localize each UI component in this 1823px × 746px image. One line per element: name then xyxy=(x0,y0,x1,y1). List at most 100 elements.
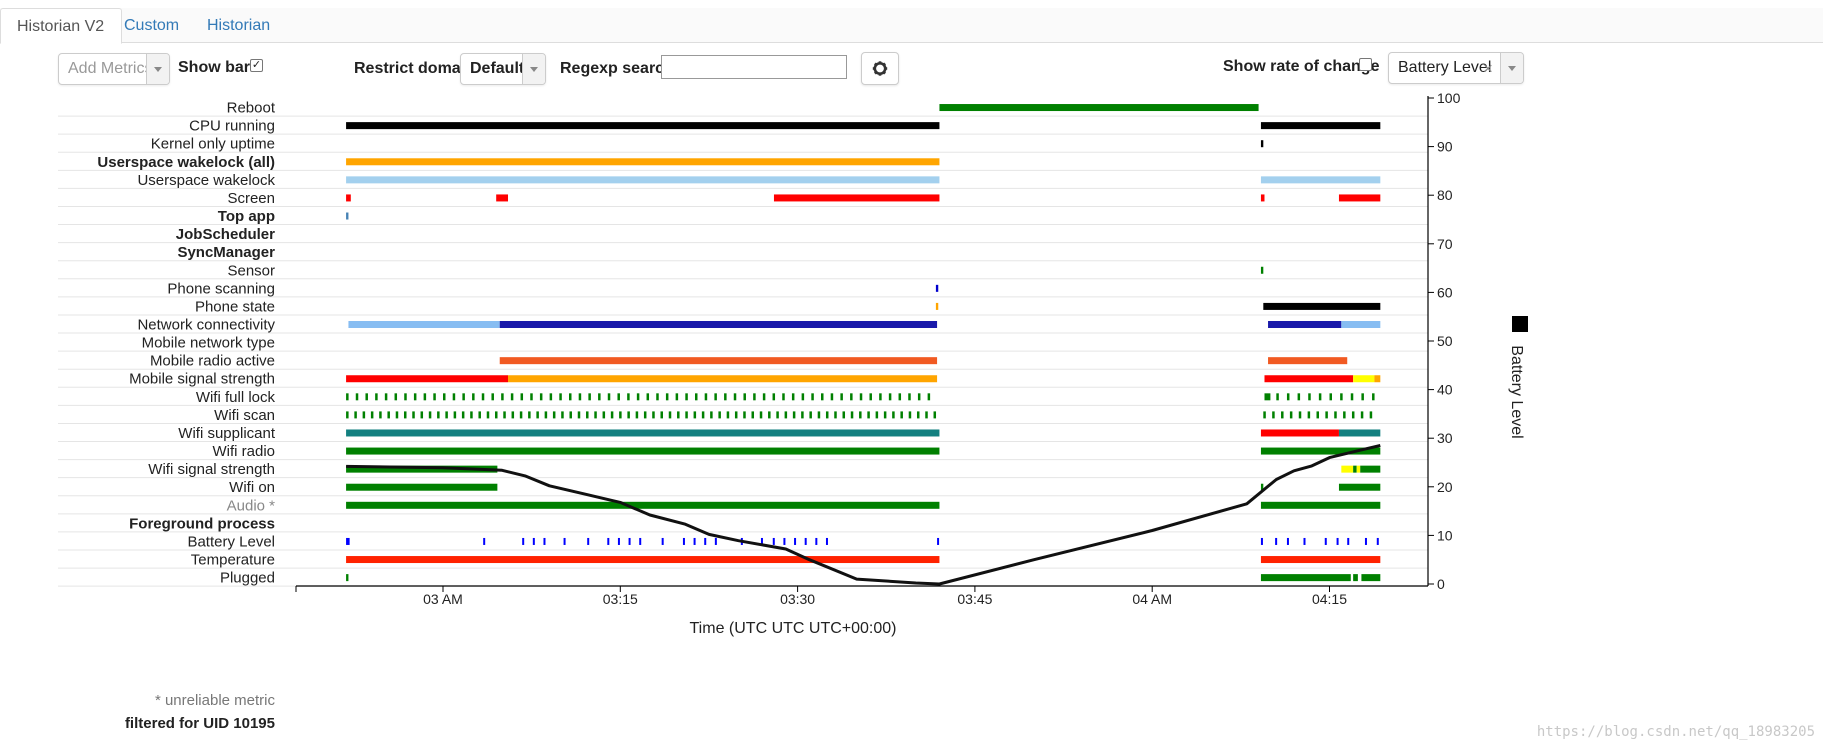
timeline-tick xyxy=(362,411,366,419)
row-label: Network connectivity xyxy=(137,317,275,334)
chevron-down-icon[interactable] xyxy=(146,54,169,84)
y-tick-label: 50 xyxy=(1437,333,1453,349)
timeline-bar xyxy=(1353,574,1358,582)
show-rate-checkbox[interactable] xyxy=(1359,58,1372,71)
show-bars-checkbox[interactable]: ✓ xyxy=(250,59,263,72)
timeline-tick xyxy=(423,393,427,401)
add-metrics-select[interactable]: Add Metrics xyxy=(58,53,170,85)
metric-select[interactable]: Battery Level × xyxy=(1388,52,1524,84)
timeline-tick xyxy=(1272,411,1275,419)
timeline-bar xyxy=(939,104,1259,112)
battery-mark xyxy=(628,537,631,545)
timeline-tick xyxy=(503,411,506,419)
timeline-bar xyxy=(1268,357,1348,365)
tab-historian[interactable]: Historian xyxy=(207,17,271,34)
timeline-bar xyxy=(1260,447,1381,455)
timeline-bar xyxy=(1341,321,1381,328)
timeline-tick xyxy=(1361,393,1364,401)
restrict-domain-value: Default xyxy=(470,60,525,77)
timeline-bar xyxy=(1260,194,1265,202)
timeline-tick xyxy=(772,393,776,401)
battery-mark xyxy=(937,537,940,545)
uid-filter-note: filtered for UID 10195 xyxy=(124,715,275,732)
y-tick-label: 70 xyxy=(1437,236,1453,252)
x-tick-label: 03 AM xyxy=(423,591,463,607)
battery-mark xyxy=(607,537,610,545)
timeline-tick xyxy=(1289,411,1293,419)
timeline-tick xyxy=(842,411,846,419)
timeline-bar xyxy=(1260,556,1381,564)
restrict-domain-select[interactable]: Default xyxy=(460,53,546,85)
battery-mark xyxy=(543,537,546,545)
x-tick-label: 03:15 xyxy=(603,591,638,607)
timeline-tick xyxy=(501,393,504,401)
tab-custom[interactable]: Custom xyxy=(124,17,180,34)
restrict-domain-label: Restrict domain xyxy=(354,60,475,77)
battery-mark xyxy=(714,537,717,545)
timeline-tick xyxy=(375,393,378,401)
row-label: Foreground process xyxy=(129,515,275,532)
row-label: Userspace wakelock xyxy=(137,172,275,189)
timeline-tick xyxy=(768,411,771,419)
timeline-tick xyxy=(610,411,614,419)
timeline-tick xyxy=(646,393,650,401)
timeline-bar xyxy=(346,537,350,545)
timeline-bar xyxy=(773,194,940,202)
row-label: Phone state xyxy=(195,298,275,315)
settings-button[interactable] xyxy=(861,52,899,85)
clear-selection-icon[interactable]: × xyxy=(1483,59,1493,78)
battery-mark xyxy=(1303,537,1306,545)
timeline-tick xyxy=(561,411,564,419)
timeline-tick xyxy=(908,393,911,401)
timeline-bar xyxy=(346,176,940,184)
timeline-tick xyxy=(850,411,854,419)
battery-mark xyxy=(804,537,807,545)
timeline-bar xyxy=(1260,122,1381,130)
chevron-down-icon[interactable] xyxy=(1500,53,1523,83)
battery-mark xyxy=(1347,537,1350,545)
timeline-tick xyxy=(1351,411,1355,419)
timeline-tick xyxy=(445,411,448,419)
x-axis-label: Time (UTC UTC UTC+00:00) xyxy=(690,620,897,637)
timeline-tick xyxy=(607,393,611,401)
timeline-tick xyxy=(379,411,382,419)
timeline-tick xyxy=(1276,393,1279,401)
timeline-bar xyxy=(496,194,509,202)
timeline-bar xyxy=(346,429,940,437)
timeline-bar xyxy=(346,194,351,202)
timeline-tick xyxy=(394,393,398,401)
chevron-down-icon[interactable] xyxy=(522,54,545,84)
timeline-bar xyxy=(346,556,940,564)
regexp-search-input[interactable] xyxy=(661,55,847,79)
show-bars-label: Show bars xyxy=(178,59,259,76)
timeline-bar xyxy=(1268,321,1342,328)
y-tick-label: 80 xyxy=(1437,187,1453,203)
y-tick-label: 90 xyxy=(1437,139,1453,155)
timeline-tick xyxy=(395,411,399,419)
timeline-tick xyxy=(491,393,494,401)
tab-historian-v2[interactable]: Historian V2 xyxy=(0,8,122,44)
row-label: Wifi signal strength xyxy=(148,461,275,478)
timeline-tick xyxy=(569,393,572,401)
timeline-tick xyxy=(801,393,805,401)
y-tick-label: 40 xyxy=(1437,382,1453,398)
timeline-tick xyxy=(453,411,457,419)
timeline-tick xyxy=(370,411,374,419)
timeline-tick xyxy=(1350,393,1354,401)
timeline-tick xyxy=(925,411,928,419)
timeline-bar xyxy=(508,375,938,383)
timeline-tick xyxy=(1297,393,1301,401)
battery-mark xyxy=(532,537,535,545)
timeline-tick xyxy=(559,393,562,401)
timeline-tick xyxy=(1369,411,1373,419)
timeline-tick xyxy=(859,393,863,401)
timeline-tick xyxy=(412,411,415,419)
timeline-bar xyxy=(1260,140,1264,148)
row-label: Phone scanning xyxy=(167,280,275,297)
timeline-tick xyxy=(461,411,465,419)
timeline-tick xyxy=(1281,411,1284,419)
battery-level-line xyxy=(346,444,1381,586)
timeline-tick xyxy=(1325,411,1328,419)
timeline-tick xyxy=(809,411,812,419)
timeline-tick xyxy=(420,411,424,419)
